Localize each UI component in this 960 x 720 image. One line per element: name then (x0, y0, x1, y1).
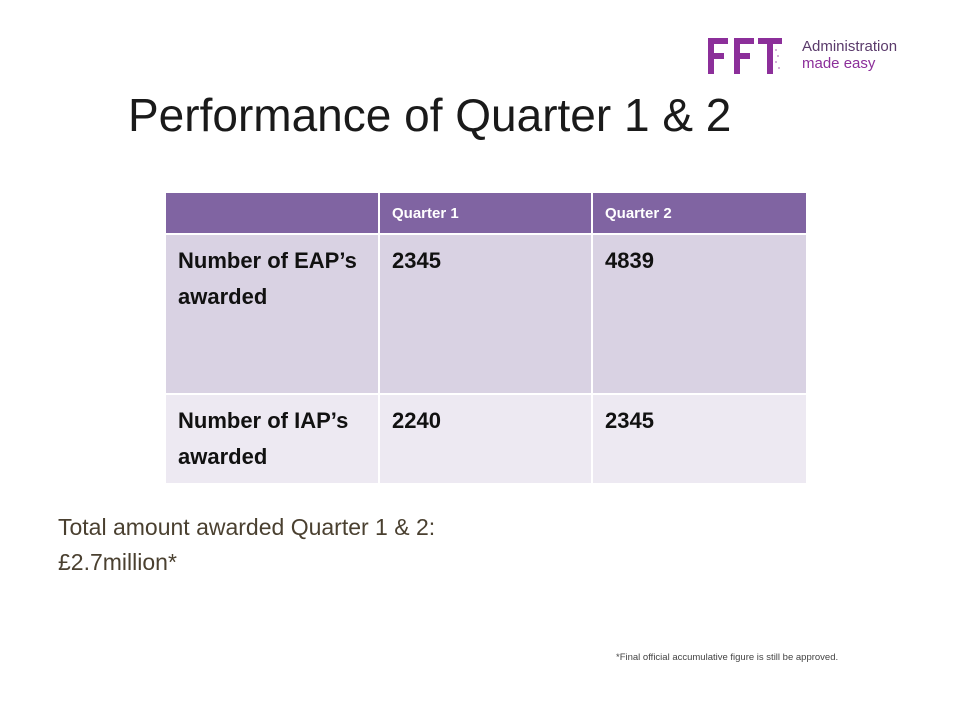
footnote: *Final official accumulative figure is s… (616, 652, 839, 663)
logo-tagline-line1: Administration (802, 38, 898, 55)
slide-title: Performance of Quarter 1 & 2 (128, 89, 732, 141)
table-header-quarter-1: Quarter 1 (379, 193, 593, 234)
cell-iap-q2: 2345 (592, 393, 806, 483)
summary-text: Total amount awarded Quarter 1 & 2: £2.7… (58, 510, 435, 580)
fft-logo: Administration made easy (706, 34, 916, 82)
summary-line-1: Total amount awarded Quarter 1 & 2: (58, 514, 436, 540)
table-header-empty (166, 193, 380, 234)
summary-line-2: £2.7million* (58, 549, 177, 575)
table-header-row: Quarter 1 Quarter 2 (166, 193, 806, 234)
row-label-eap: Number of EAP’s awarded (166, 233, 380, 394)
cell-eap-q2: 4839 (592, 233, 806, 394)
table-row: Number of EAP’s awarded 2345 4839 (166, 233, 806, 394)
logo-tagline-line2: made easy (802, 55, 876, 72)
logo-tagline: Administration made easy (802, 38, 897, 72)
table-row: Number of IAP’s awarded 2240 2345 (166, 393, 806, 483)
fft-logo-icon (708, 38, 782, 74)
performance-table: Quarter 1 Quarter 2 Number of EAP’s awar… (166, 193, 806, 483)
cell-eap-q1: 2345 (379, 233, 593, 394)
row-label-iap: Number of IAP’s awarded (166, 393, 380, 483)
cell-iap-q1: 2240 (379, 393, 593, 483)
table-header-quarter-2: Quarter 2 (592, 193, 806, 234)
